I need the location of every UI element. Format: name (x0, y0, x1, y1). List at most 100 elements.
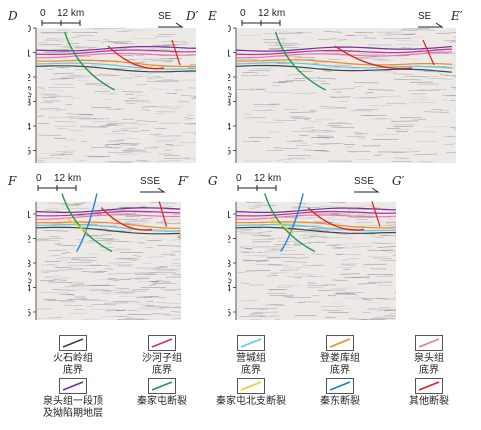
seismic-reflector (71, 259, 85, 261)
legend-swatch (148, 335, 176, 351)
legend-swatch-line (62, 338, 84, 348)
seismic-reflector (184, 71, 197, 74)
seismic-reflector (268, 131, 279, 134)
horizon-line (235, 207, 397, 213)
seismic-reflector (113, 301, 141, 303)
seismic-reflector (39, 90, 64, 92)
seismic-reflector (303, 149, 328, 152)
seismic-reflector (378, 242, 397, 244)
seismic-reflector (125, 137, 139, 139)
scale-length-e: 12 km (258, 8, 286, 19)
seismic-reflector (407, 89, 424, 91)
legend-label-line2: 底界 (330, 365, 350, 376)
panel-end-label-d: D′ (186, 9, 199, 23)
legend-label: 登娄库组 (320, 353, 360, 364)
seismic-reflector (315, 135, 333, 137)
seismic-reflector (104, 161, 132, 163)
legend-item: 火石岭组 底界 (28, 335, 118, 377)
seismic-reflector (126, 102, 136, 105)
seismic-reflector (252, 247, 276, 249)
seismic-reflector (377, 298, 388, 300)
panel-start-label-f: F (8, 174, 17, 188)
seismic-reflector (191, 46, 197, 48)
seismic-reflector (367, 249, 388, 252)
direction-label-f: SSE (140, 176, 161, 187)
seismic-reflector (239, 251, 262, 253)
seismic-reflector (455, 108, 457, 111)
seismic-reflector (99, 249, 124, 252)
seismic-reflector (100, 75, 122, 77)
seismic-reflector (41, 271, 50, 273)
seismic-image-d: 0 1 2 3 4 5 t/s (28, 25, 197, 163)
legend-item: 泉头组一段顶 及拗陷期地层 (28, 378, 118, 420)
seismic-reflector (349, 295, 360, 298)
seismic-reflector (105, 123, 118, 126)
legend-label-line2: 底界 (419, 365, 439, 376)
time-tick-label: 4 (28, 284, 31, 295)
horizon-line (235, 224, 397, 232)
time-tick-label: 2 (28, 235, 31, 246)
seismic-reflector (269, 289, 288, 291)
seismic-reflector (324, 31, 343, 33)
seismic-reflector (306, 131, 329, 133)
seismic-reflector (359, 58, 386, 60)
seismic-reflector (84, 222, 104, 224)
seismic-reflector (91, 303, 117, 306)
seismic-reflector (249, 207, 262, 209)
legend-item: 营城组 底界 (206, 335, 296, 377)
seismic-reflector (107, 273, 131, 275)
seismic-reflector (294, 207, 320, 209)
seismic-reflector (65, 139, 75, 141)
seismic-reflector (160, 41, 187, 43)
seismic-reflector (318, 38, 337, 40)
seismic-reflector (89, 253, 99, 255)
seismic-reflector (238, 228, 262, 231)
seismic-reflector (237, 271, 247, 274)
other-fault (158, 201, 168, 227)
seismic-reflector (336, 233, 346, 235)
seismic-reflector (56, 29, 70, 31)
seismic-reflector (247, 205, 259, 208)
seismic-reflector (450, 86, 457, 89)
scale-bar (37, 185, 77, 191)
seismic-reflector (335, 292, 364, 294)
seismic-reflector (326, 124, 342, 127)
seismic-reflector (193, 96, 197, 98)
time-axis-label: t/s (228, 271, 234, 284)
seismic-reflector (186, 114, 195, 116)
seismic-reflector (149, 284, 157, 286)
seismic-reflector (82, 318, 102, 320)
seismic-reflector (292, 117, 309, 120)
seismic-reflector (373, 257, 392, 259)
seismic-reflector (339, 273, 361, 275)
seismic-reflector (104, 146, 113, 148)
seismic-reflector (289, 111, 315, 113)
seismic-reflector (45, 275, 55, 277)
seismic-reflector (62, 145, 69, 148)
seismic-reflector (346, 258, 360, 260)
seismic-reflector (399, 58, 419, 60)
seismic-reflector (237, 58, 258, 61)
time-tick-label: 2 (228, 235, 231, 246)
legend-swatch (326, 335, 354, 351)
seismic-reflector (312, 295, 320, 297)
seismic-reflector (47, 249, 68, 251)
seismic-reflector (56, 257, 71, 259)
seismic-reflector (392, 151, 421, 153)
seismic-reflector (111, 130, 130, 132)
seismic-reflector (139, 236, 149, 239)
panel-start-label-e: E (208, 9, 217, 23)
seismic-reflector (286, 140, 305, 143)
other-fault (371, 201, 381, 227)
legend-swatch (237, 378, 265, 394)
seismic-reflector (250, 313, 264, 315)
seismic-reflector (52, 107, 61, 110)
seismic-reflector (275, 159, 292, 161)
seismic-reflector (58, 39, 73, 41)
seismic-reflector (453, 75, 457, 78)
seismic-reflector (266, 292, 287, 295)
time-tick-label: 5 (28, 308, 31, 319)
seismic-reflector (403, 76, 428, 78)
seismic-reflector (50, 78, 68, 80)
seismic-reflector (141, 75, 160, 78)
